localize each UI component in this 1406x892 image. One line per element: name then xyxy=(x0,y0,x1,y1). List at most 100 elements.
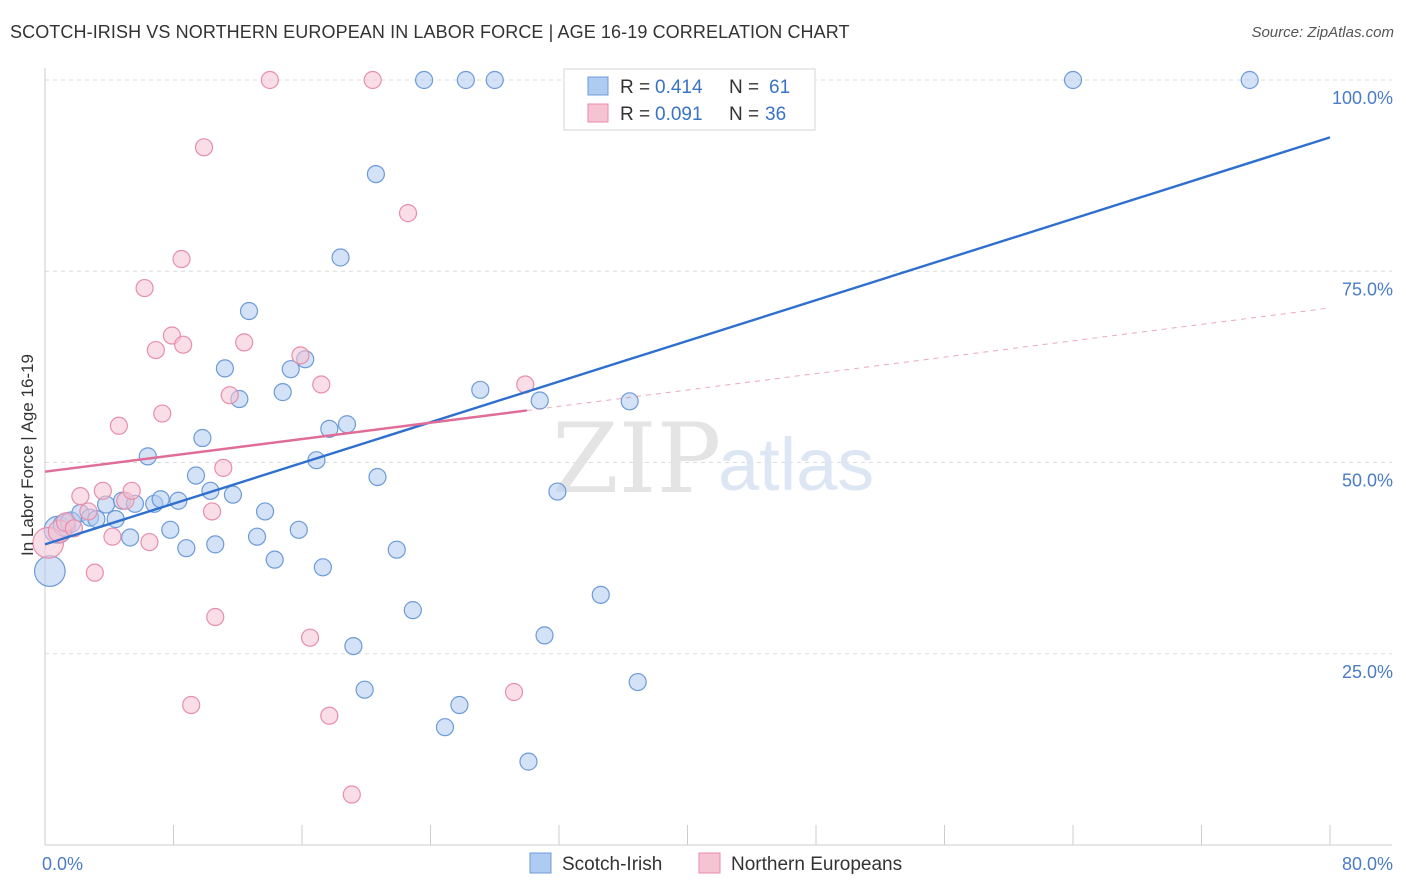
point-northern-europeans-3 xyxy=(71,487,90,506)
point-northern-europeans-25 xyxy=(260,70,279,90)
point-northern-europeans-24 xyxy=(235,333,254,352)
point-scotch-irish-19 xyxy=(193,428,212,448)
point-northern-europeans-19 xyxy=(194,138,214,157)
point-scotch-irish-17 xyxy=(177,539,196,558)
stats-legend: R = 0.414 N = 61 R = 0.091 N = 36 xyxy=(563,68,816,131)
point-scotch-irish-30 xyxy=(281,360,300,379)
point-northern-europeans-18 xyxy=(182,695,201,715)
point-northern-europeans-32 xyxy=(398,204,418,223)
point-scotch-irish-15 xyxy=(161,520,180,539)
legend-n-label-2: N = xyxy=(729,104,759,125)
point-scotch-irish-38 xyxy=(344,636,363,656)
point-scotch-irish-58 xyxy=(1063,70,1083,90)
point-northern-europeans-16 xyxy=(172,249,191,269)
point-northern-europeans-12 xyxy=(140,532,159,552)
point-scotch-irish-36 xyxy=(331,248,350,267)
series-legend-label-northern-europeans: Northern Europeans xyxy=(731,854,902,875)
y-tick-label-3: 100.0% xyxy=(1332,88,1393,108)
point-scotch-irish-18 xyxy=(186,466,206,485)
data-points xyxy=(32,70,1259,804)
point-northern-europeans-31 xyxy=(363,70,382,90)
x-tick-label-0: 0.0% xyxy=(42,854,83,874)
y-tick-label-0: 25.0% xyxy=(1342,662,1393,682)
point-northern-europeans-17 xyxy=(174,335,193,354)
point-northern-europeans-7 xyxy=(103,527,122,546)
point-scotch-irish-26 xyxy=(247,527,267,546)
point-northern-europeans-21 xyxy=(206,607,225,627)
point-northern-europeans-28 xyxy=(312,375,331,394)
legend-swatch-northern-europeans xyxy=(587,103,609,123)
point-northern-europeans-5 xyxy=(85,563,104,582)
point-northern-europeans-14 xyxy=(153,404,172,423)
point-northern-europeans-11 xyxy=(135,278,154,298)
point-scotch-irish-31 xyxy=(289,520,308,539)
legend-r-label-1: R = xyxy=(620,77,650,98)
legend-r-value-2: 0.091 xyxy=(655,104,703,125)
point-scotch-irish-35 xyxy=(320,419,339,438)
x-tick-labels: 0.0% 80.0% xyxy=(42,854,1393,874)
point-scotch-irish-47 xyxy=(456,70,475,90)
legend-n-value-2: 36 xyxy=(765,104,786,125)
trend-line-scotch-irish xyxy=(44,136,1331,546)
series-legend-label-scotch-irish: Scotch-Irish xyxy=(562,854,662,875)
point-scotch-irish-34 xyxy=(313,558,332,577)
point-scotch-irish-49 xyxy=(485,70,504,90)
x-tick-label-1: 80.0% xyxy=(1342,854,1393,874)
point-scotch-irish-52 xyxy=(535,626,554,645)
series-legend-swatch-scotch-irish xyxy=(529,852,552,874)
point-northern-europeans-35 xyxy=(64,519,84,538)
point-northern-europeans-29 xyxy=(320,706,339,725)
point-northern-europeans-20 xyxy=(202,502,222,521)
y-tick-label-2: 75.0% xyxy=(1342,279,1393,299)
point-scotch-irish-59 xyxy=(1240,70,1259,90)
watermark-zip: ZIP xyxy=(552,403,721,515)
axes xyxy=(44,68,1392,846)
y-tick-labels: 25.0% 50.0% 75.0% 100.0% xyxy=(1332,88,1393,682)
point-northern-europeans-30 xyxy=(342,785,361,804)
point-northern-europeans-23 xyxy=(220,386,239,405)
legend-n-value-1: 61 xyxy=(769,77,790,98)
point-scotch-irish-57 xyxy=(628,672,647,692)
point-scotch-irish-21 xyxy=(206,535,225,554)
point-scotch-irish-28 xyxy=(265,550,284,569)
series-legend: Scotch-Irish Northern Europeans xyxy=(529,852,902,875)
point-northern-europeans-26 xyxy=(291,346,310,365)
point-scotch-irish-43 xyxy=(403,601,422,620)
trend-extension-northern-europeans xyxy=(526,307,1331,411)
series-legend-swatch-northern-europeans xyxy=(698,852,721,874)
source-label: Source: ZipAtlas.com xyxy=(1251,24,1394,41)
point-scotch-irish-51 xyxy=(530,391,549,410)
point-scotch-irish-39 xyxy=(355,680,374,699)
point-scotch-irish-42 xyxy=(387,540,406,559)
point-scotch-irish-46 xyxy=(450,695,469,715)
point-northern-europeans-22 xyxy=(214,458,233,477)
point-scotch-irish-40 xyxy=(366,164,385,184)
point-scotch-irish-56 xyxy=(620,392,639,411)
y-axis-label: In Labor Force | Age 16-19 xyxy=(18,354,37,556)
point-northern-europeans-4 xyxy=(79,502,98,521)
legend-r-label-2: R = xyxy=(620,104,650,125)
trend-line-northern-europeans xyxy=(44,409,528,473)
point-northern-europeans-10 xyxy=(122,481,141,500)
grid-lines xyxy=(45,79,1392,655)
point-scotch-irish-16 xyxy=(169,491,188,510)
chart-title: SCOTCH-IRISH VS NORTHERN EUROPEAN IN LAB… xyxy=(10,22,850,42)
point-scotch-irish-12 xyxy=(138,447,157,466)
point-scotch-irish-29 xyxy=(273,383,292,402)
point-northern-europeans-8 xyxy=(109,416,128,435)
point-scotch-irish-0 xyxy=(33,555,66,588)
trend-lines xyxy=(44,136,1331,546)
point-northern-europeans-13 xyxy=(146,340,165,360)
point-scotch-irish-55 xyxy=(591,585,610,604)
legend-swatch-scotch-irish xyxy=(587,76,609,96)
point-scotch-irish-41 xyxy=(368,467,387,487)
point-scotch-irish-27 xyxy=(255,502,275,521)
point-scotch-irish-44 xyxy=(414,70,434,90)
point-scotch-irish-45 xyxy=(435,718,455,737)
point-scotch-irish-23 xyxy=(223,485,243,504)
point-northern-europeans-33 xyxy=(504,682,524,702)
point-scotch-irish-25 xyxy=(239,301,259,321)
legend-n-label-1: N = xyxy=(729,77,759,98)
legend-r-value-1: 0.414 xyxy=(655,77,703,98)
